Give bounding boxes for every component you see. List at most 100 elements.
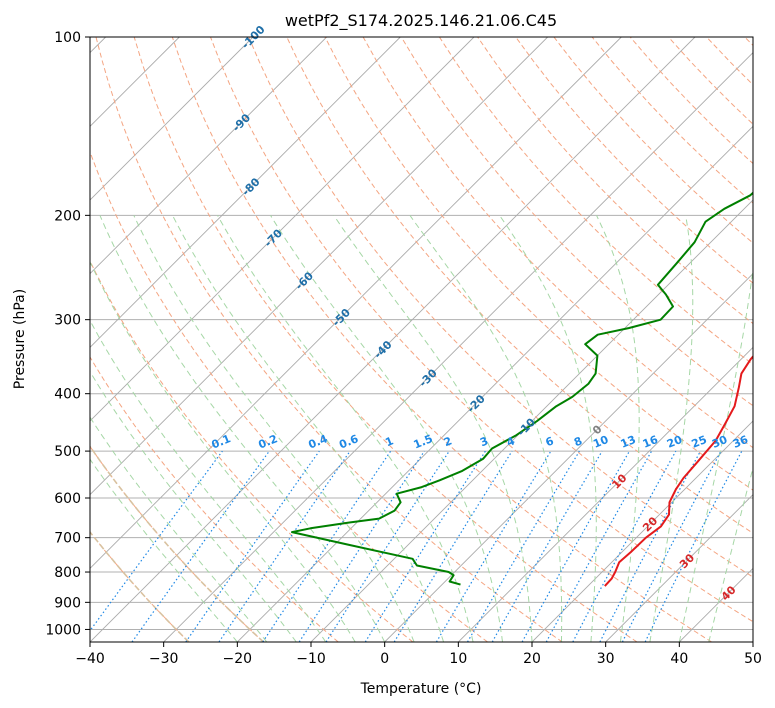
y-axis-label: Pressure (hPa) — [12, 289, 28, 389]
y-tick-label: 600 — [54, 491, 81, 507]
mixing-ratio-line — [545, 450, 653, 642]
mixing-ratio-label: 16 — [641, 433, 660, 451]
dry-adiabat-line — [90, 445, 264, 642]
isotherm-line — [384, 273, 753, 642]
isotherm-line — [90, 37, 401, 348]
x-tick-label: 50 — [744, 651, 762, 667]
moist-adiabat-line — [172, 215, 445, 642]
dry-adiabat-line — [591, 37, 753, 204]
mixing-ratio-label: 36 — [731, 433, 750, 451]
dry-adiabat-line — [706, 37, 753, 86]
x-axis-ticks: −40 −30 −20 −10 0 10 20 30 40 50 — [75, 642, 762, 667]
y-tick-label: 700 — [54, 531, 81, 547]
dry-adiabat-line — [90, 259, 414, 642]
moist-adiabat-line — [333, 215, 533, 642]
y-tick-label: 500 — [54, 444, 81, 460]
x-tick-label: −30 — [149, 651, 179, 667]
dry-adiabat-line — [171, 37, 712, 642]
isotherm-line — [237, 125, 753, 642]
dewpoint-profile — [291, 191, 753, 586]
moist-adiabat-line — [596, 215, 640, 642]
mixing-ratio-label: 13 — [619, 433, 638, 451]
dry-adiabat-line — [90, 150, 488, 642]
isotherm-line — [90, 37, 696, 642]
chart-title: wetPf2_S174.2025.146.21.06.C45 — [285, 11, 557, 31]
mixing-ratio-line — [393, 450, 513, 642]
isotherm-label: -20 — [465, 392, 488, 415]
dry-adiabat-line — [400, 37, 753, 407]
dry-adiabat-line — [90, 445, 265, 642]
mixing-ratio-line — [90, 450, 223, 632]
moist-adiabat-line — [99, 215, 386, 642]
y-tick-label: 400 — [54, 387, 81, 403]
moist-adiabat-line — [678, 265, 753, 642]
isotherms — [90, 37, 753, 642]
x-tick-label: −40 — [75, 651, 105, 667]
dry-adiabat-line — [362, 37, 753, 449]
sounding-profiles — [291, 191, 753, 587]
isotherm-line — [90, 37, 548, 496]
moist-adiabat-line — [90, 370, 297, 642]
mixing-ratio-line — [218, 450, 351, 642]
y-tick-label: 1000 — [45, 622, 81, 638]
y-tick-label: 900 — [54, 595, 81, 611]
mixing-ratio-label: 0.4 — [306, 432, 329, 451]
mixing-ratio-line — [185, 450, 320, 642]
mixing-ratio-label: 20 — [665, 433, 684, 451]
moist-adiabat-line — [270, 215, 503, 642]
isotherm-label: 30 — [677, 551, 697, 571]
mixing-ratio-label: 0.1 — [210, 432, 233, 451]
mixing-ratio-label: 2 — [442, 434, 454, 449]
isotherm-line — [605, 494, 753, 642]
moist-adiabat-line — [90, 416, 268, 642]
plot-frame — [89, 36, 754, 643]
y-tick-label: 300 — [54, 313, 81, 329]
y-tick-label: 200 — [54, 208, 81, 224]
mixing-ratio-line — [572, 450, 677, 642]
dry-adiabats — [90, 37, 753, 642]
isotherm-label: 10 — [609, 471, 629, 491]
x-tick-label: 0 — [380, 651, 389, 667]
isotherm-line — [163, 52, 753, 642]
mixing-ratio-label: 30 — [710, 433, 729, 451]
isotherm-line — [90, 37, 327, 275]
mixing-ratio-line — [262, 450, 392, 642]
moist-adiabat-line — [90, 458, 238, 642]
plot-area — [90, 37, 753, 642]
moist-adiabat-line — [217, 215, 474, 642]
x-tick-label: −10 — [296, 651, 326, 667]
isotherm-label: -60 — [293, 269, 316, 292]
moist-adiabat-line — [708, 466, 753, 642]
y-axis-ticks: 100 200 300 400 500 600 700 800 900 1000 — [45, 30, 90, 638]
x-tick-label: −20 — [223, 651, 253, 667]
x-tick-label: 10 — [449, 651, 467, 667]
mixing-ratio-label: 6 — [544, 434, 556, 449]
isotherm-line — [90, 37, 622, 569]
mixing-ratio-label: 10 — [591, 433, 610, 451]
isotherm-line — [679, 567, 753, 642]
isotherm-label: -90 — [230, 111, 253, 134]
isotherm-line — [458, 346, 753, 642]
isotherm-label: -10 — [515, 415, 538, 438]
mixing-ratio-line — [325, 450, 450, 642]
x-tick-label: 30 — [597, 651, 615, 667]
dry-adiabat-line — [210, 37, 753, 623]
mixing-ratio-line — [644, 450, 743, 642]
moist-adiabat-line — [649, 215, 694, 642]
dry-adiabat-line — [90, 531, 190, 642]
x-axis-label: Temperature (°C) — [360, 681, 482, 697]
mixing-ratio-label: 3 — [478, 434, 490, 449]
dry-adiabat-line — [90, 530, 190, 642]
moist-adiabat-line — [133, 215, 415, 642]
x-tick-label: 40 — [670, 651, 688, 667]
dry-adiabat-line — [744, 37, 753, 47]
mixing-ratio-label: 1 — [383, 434, 395, 449]
moist-adiabat-line — [90, 319, 327, 642]
dry-adiabat-line — [133, 37, 638, 642]
isotherm-line — [531, 420, 753, 642]
mixing-ratio-line — [298, 450, 425, 642]
moist-adiabat-line — [90, 260, 356, 642]
isotherm-label: 40 — [719, 583, 739, 603]
y-tick-label: 800 — [54, 565, 81, 581]
